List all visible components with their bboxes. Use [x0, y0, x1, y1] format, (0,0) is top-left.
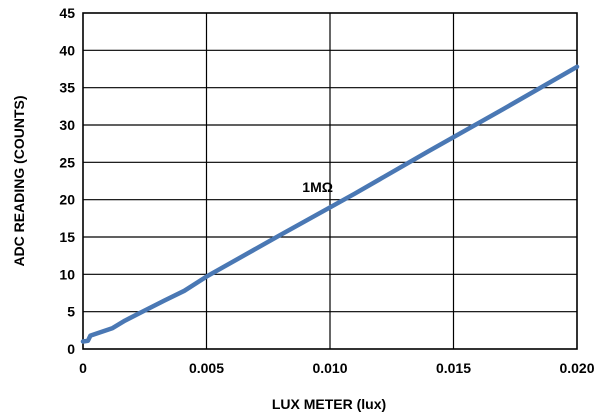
y-tick-label: 35	[59, 80, 75, 96]
series-label-annotation: 1MΩ	[302, 179, 333, 195]
y-tick-label: 40	[59, 42, 75, 58]
plot-border	[82, 12, 578, 350]
gridlines	[83, 13, 577, 349]
y-tick-label: 15	[59, 229, 75, 245]
plot-frame	[82, 12, 578, 350]
x-tick-label: 0.010	[312, 360, 347, 376]
y-tick-label: 30	[59, 117, 75, 133]
x-tick-labels: 0 0.005 0.010 0.015 0.020	[79, 360, 595, 376]
x-axis-title: LUX METER (lux)	[272, 396, 386, 412]
y-tick-label: 25	[59, 154, 75, 170]
x-tick-label: 0.005	[189, 360, 224, 376]
y-tick-label: 45	[59, 5, 75, 21]
x-tick-label: 0.015	[436, 360, 471, 376]
data-series	[80, 64, 580, 344]
annotations: 1MΩ	[302, 179, 333, 195]
x-tick-label: 0	[79, 360, 87, 376]
y-tick-label: 10	[59, 266, 75, 282]
y-axis-title: ADC READING (COUNTS)	[11, 95, 27, 266]
series-line	[80, 64, 580, 344]
y-tick-label: 0	[67, 341, 75, 357]
y-tick-label: 5	[67, 304, 75, 320]
y-tick-labels: 0 5 10 15 20 25 30 35 40 45	[59, 5, 75, 357]
y-tick-label: 20	[59, 192, 75, 208]
x-tick-label: 0.020	[559, 360, 594, 376]
